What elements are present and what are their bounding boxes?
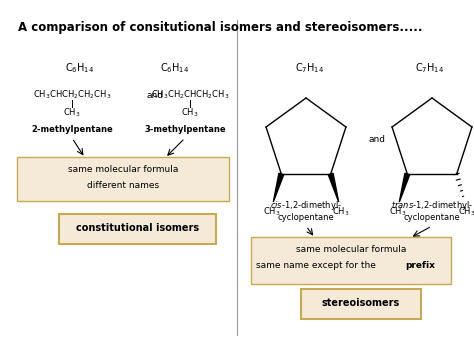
Text: same molecular formula: same molecular formula xyxy=(296,246,406,255)
Text: stereoisomers: stereoisomers xyxy=(322,298,400,308)
Text: different names: different names xyxy=(87,180,159,190)
Text: CH$_3$: CH$_3$ xyxy=(332,206,349,218)
Text: $\it{cis}$-1,2-dimethyl-: $\it{cis}$-1,2-dimethyl- xyxy=(270,198,342,212)
Text: and: and xyxy=(368,136,385,144)
Text: C$_7$H$_{14}$: C$_7$H$_{14}$ xyxy=(415,61,445,75)
Polygon shape xyxy=(273,173,284,202)
Text: 3-methylpentane: 3-methylpentane xyxy=(144,126,226,135)
Text: CH$_3$: CH$_3$ xyxy=(263,206,280,218)
Text: and: and xyxy=(146,91,164,99)
Text: $\it{trans}$-1,2-dimethyl-: $\it{trans}$-1,2-dimethyl- xyxy=(391,198,473,212)
FancyBboxPatch shape xyxy=(251,237,451,284)
Text: CH$_3$CH$_2$CHCH$_2$CH$_3$: CH$_3$CH$_2$CHCH$_2$CH$_3$ xyxy=(151,89,229,101)
Text: constitutional isomers: constitutional isomers xyxy=(76,223,200,233)
Text: CH$_3$CHCH$_2$CH$_2$CH$_3$: CH$_3$CHCH$_2$CH$_2$CH$_3$ xyxy=(33,89,111,101)
Text: CH$_3$: CH$_3$ xyxy=(389,206,406,218)
Polygon shape xyxy=(328,173,339,202)
FancyBboxPatch shape xyxy=(301,289,421,319)
Text: cyclopentane: cyclopentane xyxy=(278,213,334,223)
Text: CH$_3$: CH$_3$ xyxy=(63,107,81,119)
FancyBboxPatch shape xyxy=(59,214,216,244)
Text: prefix: prefix xyxy=(405,261,435,269)
FancyBboxPatch shape xyxy=(17,157,229,201)
Text: C$_7$H$_{14}$: C$_7$H$_{14}$ xyxy=(295,61,325,75)
Text: 2-methylpentane: 2-methylpentane xyxy=(31,126,113,135)
Text: CH$_3$: CH$_3$ xyxy=(181,107,199,119)
Text: same molecular formula: same molecular formula xyxy=(68,165,178,175)
Text: C$_6$H$_{14}$: C$_6$H$_{14}$ xyxy=(160,61,190,75)
Text: cyclopentane: cyclopentane xyxy=(404,213,460,223)
Polygon shape xyxy=(399,173,410,202)
Text: A comparison of consitutional isomers and stereoisomers.....: A comparison of consitutional isomers an… xyxy=(18,22,422,34)
Text: same name except for the: same name except for the xyxy=(256,261,376,269)
Text: C$_6$H$_{14}$: C$_6$H$_{14}$ xyxy=(65,61,95,75)
Text: CH$_3$: CH$_3$ xyxy=(458,206,474,218)
